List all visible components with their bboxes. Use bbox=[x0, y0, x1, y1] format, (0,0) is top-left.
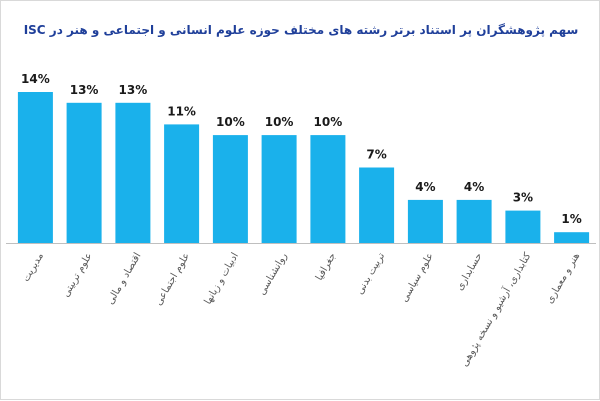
data-label-7: 7% bbox=[366, 148, 386, 162]
category-label-1: علوم تربیتی bbox=[61, 251, 95, 299]
data-label-5: 10% bbox=[265, 115, 294, 129]
bar-9 bbox=[456, 199, 492, 243]
bars-layer bbox=[17, 92, 590, 243]
category-label-0: مدیریت bbox=[21, 251, 46, 284]
data-label-11: 1% bbox=[561, 212, 581, 226]
bar-1 bbox=[66, 102, 102, 243]
category-label-4: ادبیات و زبانها bbox=[203, 251, 241, 307]
bar-0 bbox=[17, 92, 53, 243]
data-label-6: 10% bbox=[314, 115, 343, 129]
category-label-3: علوم اجتماعی bbox=[153, 251, 192, 308]
category-label-9: حسابداری bbox=[454, 251, 484, 293]
data-label-4: 10% bbox=[216, 115, 245, 129]
category-label-11: هنر و معماری bbox=[544, 251, 582, 306]
data-label-2: 13% bbox=[119, 83, 148, 97]
bar-5 bbox=[261, 135, 297, 243]
category-label-6: جغرافیا bbox=[314, 251, 339, 283]
category-label-7: تربیت بدنی bbox=[355, 251, 388, 297]
category-label-8: علوم سیاسی bbox=[399, 251, 436, 304]
category-label-5: روانشناسی bbox=[257, 251, 290, 297]
chart-title: سهم پژوهشگران پر استناد برتر رشته های مخ… bbox=[23, 23, 579, 37]
data-label-1: 13% bbox=[70, 83, 99, 97]
data-label-3: 11% bbox=[167, 104, 196, 118]
data-label-8: 4% bbox=[415, 180, 435, 194]
bar-8 bbox=[407, 199, 443, 243]
bar-10 bbox=[505, 210, 541, 243]
bar-6 bbox=[310, 135, 346, 243]
bar-11 bbox=[554, 232, 590, 243]
labels-layer: 14% مدیریت 13% علوم تربیتی 13% اقتصاد و مالی 1… bbox=[21, 72, 582, 369]
bar-3 bbox=[164, 124, 200, 243]
data-label-10: 3% bbox=[513, 191, 533, 205]
bar-4 bbox=[212, 135, 248, 243]
bar-7 bbox=[359, 167, 395, 243]
bar-2 bbox=[115, 102, 151, 243]
category-label-2: اقتصاد و مالی bbox=[105, 251, 143, 306]
data-label-0: 14% bbox=[21, 72, 50, 86]
data-label-9: 4% bbox=[464, 180, 484, 194]
